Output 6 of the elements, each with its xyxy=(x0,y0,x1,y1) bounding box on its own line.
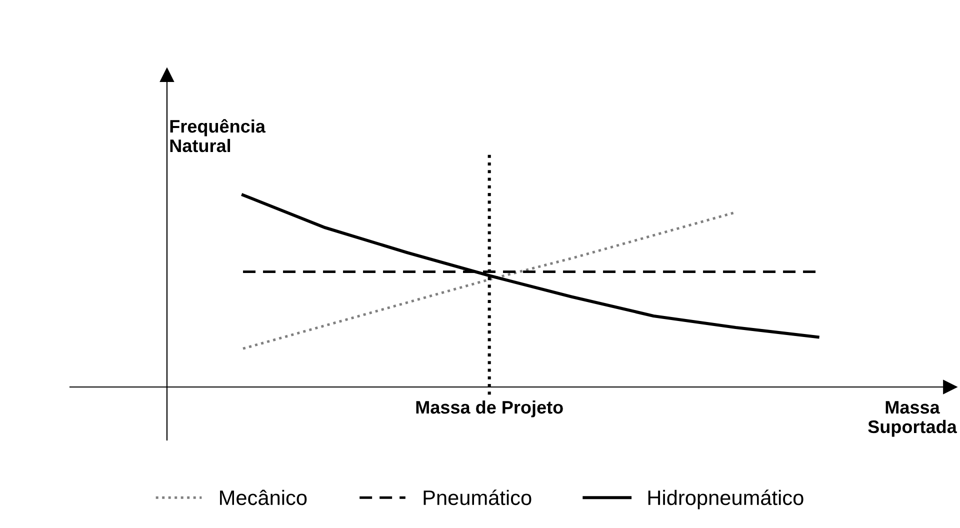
legend-label: Pneumático xyxy=(424,490,532,506)
x-axis-title: Massa Suportada xyxy=(868,401,957,437)
legend-label: Hidropneumático xyxy=(648,490,804,510)
legend-label: Mecânico xyxy=(220,490,307,506)
text: Massa de Projeto xyxy=(416,400,563,418)
y-axis-title: Frequência Natural xyxy=(170,119,266,152)
